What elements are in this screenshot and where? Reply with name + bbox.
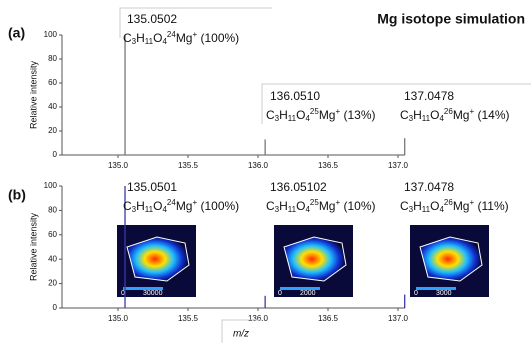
x-tick-label: 136.0 [248, 161, 269, 170]
y-tick-label: 100 [44, 181, 58, 190]
formula-part: O [153, 199, 162, 213]
scale-min: 0 [278, 290, 282, 297]
formula-part: O [153, 31, 162, 45]
formula-part: (14%) [474, 108, 509, 122]
formula-part: (100%) [197, 199, 239, 213]
ms-image: 0 3000 [410, 225, 489, 297]
peak-mz-label: 137.0478 [404, 89, 454, 103]
formula-part: Mg [453, 108, 470, 122]
formula-part: C [400, 199, 409, 213]
x-tick-label: 136.5 [318, 161, 339, 170]
formula-part: O [296, 108, 305, 122]
y-tick-label: 40 [48, 102, 57, 111]
peak-formula: C3H11O424Mg+ (100%) [123, 30, 239, 46]
peak-mz-label: 135.0501 [127, 180, 177, 194]
scale-min: 0 [414, 290, 418, 297]
x-tick-label: 136.0 [248, 314, 269, 323]
y-tick-label: 0 [53, 150, 58, 159]
x-tick-label: 136.5 [318, 314, 339, 323]
formula-part: H [413, 199, 422, 213]
peak-mz-label: 136.05102 [270, 180, 327, 194]
y-axis-label: Relative intensity [28, 212, 38, 281]
peak-formula: C3H11O425Mg+ (13%) [266, 107, 376, 123]
y-tick-label: 60 [48, 78, 57, 87]
formula-part: (10%) [340, 199, 375, 213]
formula-part: C [266, 199, 275, 213]
scale-max: 30000 [143, 290, 163, 297]
y-tick-label: 100 [44, 30, 58, 39]
peak-mz-label: 136.0510 [270, 89, 320, 103]
x-tick-label: 135.0 [108, 161, 129, 170]
formula-part: Mg [176, 199, 193, 213]
formula-part: Mg [176, 31, 193, 45]
formula-part: (13%) [340, 108, 375, 122]
formula-part: H [413, 108, 422, 122]
formula-part: C [123, 199, 132, 213]
y-tick-label: 80 [48, 54, 57, 63]
peak-formula: C3H11O424Mg+ (100%) [123, 198, 239, 214]
scale-max: 3000 [436, 290, 452, 297]
peak-mz-label: 137.0478 [404, 180, 454, 194]
formula-part: C [400, 108, 409, 122]
panel-label: (a) [8, 25, 25, 41]
y-tick-label: 20 [48, 279, 57, 288]
chart-title: Mg isotope simulation [377, 11, 525, 27]
formula-part: H [279, 108, 288, 122]
figure: (a) Mg isotope simulation 0 20 40 60 80 100 135.… [0, 0, 531, 343]
formula-part: (11%) [474, 199, 508, 213]
formula-part: Mg [453, 199, 470, 213]
peak-formula: C3H11O426Mg+ (14%) [400, 107, 510, 123]
ms-image: 030000 [117, 225, 196, 297]
scale-max: 2000 [300, 290, 316, 297]
x-axis-label: m/z [233, 329, 249, 340]
peak-formula: C3H11O426Mg+ (11%) [400, 198, 509, 214]
formula-part: O [296, 199, 305, 213]
formula-part: O [430, 108, 439, 122]
y-axis-label: Relative intensity [28, 60, 38, 129]
y-tick-label: 60 [48, 230, 57, 239]
formula-part: (100%) [197, 31, 239, 45]
x-tick-label: 135.5 [178, 161, 199, 170]
panel-label: (b) [8, 187, 26, 203]
y-tick-label: 40 [48, 254, 57, 263]
peak-formula: C3H11O425Mg+ (10%) [266, 198, 376, 214]
formula-part: C [123, 31, 132, 45]
y-tick-label: 0 [53, 303, 58, 312]
x-tick-label: 137.0 [388, 314, 409, 323]
ms-image: 0 2000 [274, 225, 353, 297]
formula-part: Mg [319, 199, 336, 213]
peak-mz-label: 135.0502 [127, 12, 177, 26]
x-tick-label: 137.0 [388, 161, 409, 170]
formula-part: O [430, 199, 439, 213]
y-tick-label: 20 [48, 126, 57, 135]
x-tick-label: 135.5 [178, 314, 199, 323]
x-tick-label: 135.0 [108, 314, 129, 323]
formula-part: H [136, 199, 145, 213]
formula-part: C [266, 108, 275, 122]
formula-part: H [136, 31, 145, 45]
y-tick-label: 80 [48, 206, 57, 215]
formula-part: Mg [319, 108, 336, 122]
formula-part: H [279, 199, 288, 213]
